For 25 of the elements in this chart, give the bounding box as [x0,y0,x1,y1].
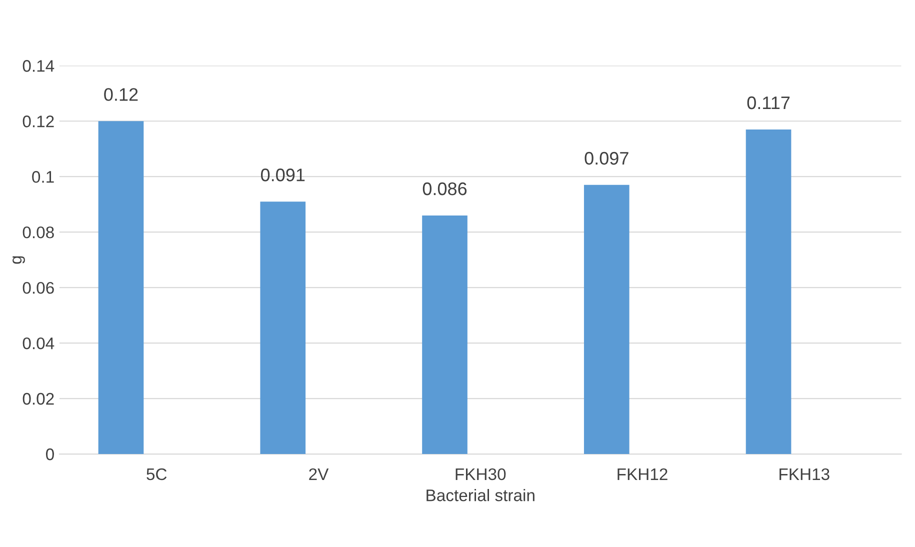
data-label: 0.091 [260,168,305,182]
y-tick-label: 0.1 [32,171,54,183]
y-tick-label: 0.06 [22,282,54,294]
y-tick-label: 0.02 [22,392,54,405]
bar [584,184,630,454]
data-label: 0.117 [747,96,790,110]
y-tick-label: 0.12 [22,116,54,128]
x-tick-label: 5C [146,468,167,480]
x-tick-label: FKH13 [780,468,830,480]
y-tick-label: 0.04 [22,337,54,350]
x-axis-title: Bacterial strain [426,488,534,502]
data-label: 0.12 [104,88,138,101]
x-tick-label: FKH12 [618,468,668,480]
bar [98,121,144,454]
y-axis-title: g [12,256,25,264]
data-label: 0.097 [584,152,628,165]
x-tick-label: 2V [309,468,329,480]
x-tick-label: FKH30 [456,468,506,480]
y-tick-label: 0.14 [22,60,54,72]
y-tick-label: 0 [46,448,54,460]
bar [422,215,468,454]
data-label: 0.086 [422,182,467,196]
y-tick-label: 0.08 [22,226,54,238]
bar [260,202,306,454]
bar [746,129,792,454]
